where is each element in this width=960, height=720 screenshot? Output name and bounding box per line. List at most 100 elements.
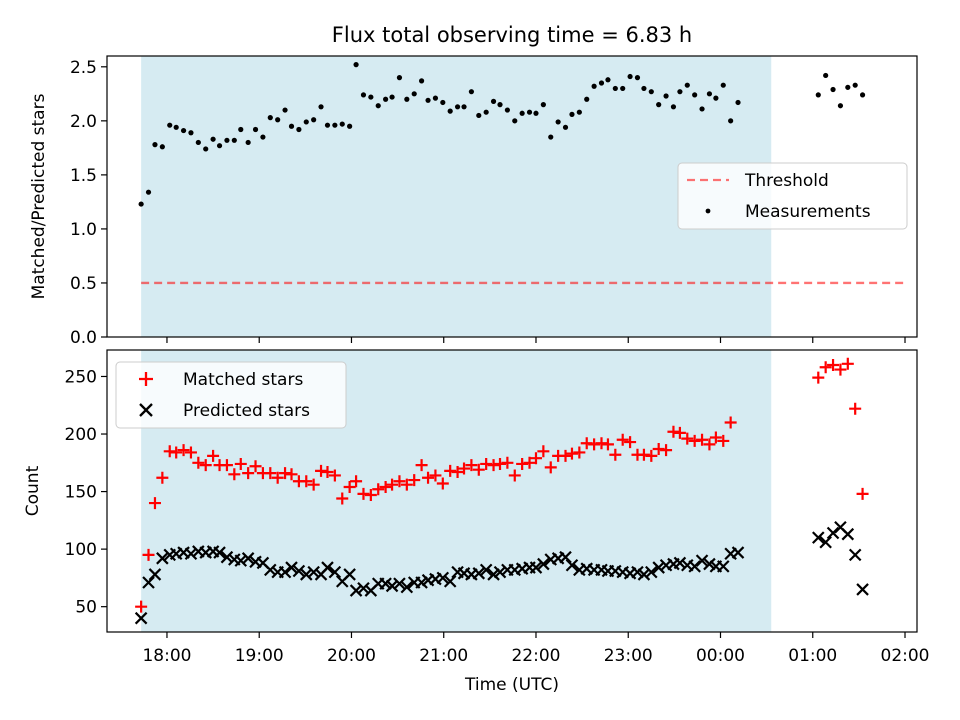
predicted-star-point xyxy=(652,561,665,574)
measurement-point xyxy=(859,92,866,98)
matched-star-point xyxy=(336,492,349,505)
measurement-point xyxy=(411,91,417,97)
measurement-point xyxy=(837,103,844,109)
matched-star-point xyxy=(271,471,284,484)
measurement-point xyxy=(311,117,317,123)
measurement-point xyxy=(699,106,705,112)
predicted-star-point xyxy=(148,568,162,581)
measurement-point xyxy=(605,77,611,83)
legend-matched-swatch xyxy=(139,372,153,386)
measurement-point xyxy=(238,126,244,133)
y-tick-label: 150 xyxy=(65,483,97,503)
matched-star-point xyxy=(559,449,572,462)
predicted-star-point xyxy=(234,554,248,567)
matched-star-point xyxy=(458,462,471,475)
matched-star-point xyxy=(170,446,183,459)
measurement-point xyxy=(318,104,324,110)
measurement-point xyxy=(152,142,158,148)
matched-star-point xyxy=(400,478,413,491)
predicted-star-point xyxy=(443,575,457,588)
measurement-point xyxy=(332,122,338,128)
legend-ratio-frame xyxy=(677,162,908,230)
matched-star-point xyxy=(422,471,435,484)
matched-star-point xyxy=(703,438,716,451)
predicted-star-point xyxy=(357,581,370,595)
matched-star-point xyxy=(487,459,500,472)
matched-star-point xyxy=(609,448,622,461)
measurement-point xyxy=(490,98,497,104)
measurement-point xyxy=(138,201,144,207)
measurement-point xyxy=(830,86,836,93)
matched-star-point xyxy=(451,466,464,479)
matched-star-point xyxy=(163,445,176,458)
measurement-point xyxy=(656,102,662,108)
measurement-point xyxy=(425,97,431,103)
matched-star-point xyxy=(580,437,593,450)
matched-star-point xyxy=(573,446,586,459)
matched-star-point xyxy=(372,483,385,496)
predicted-star-point xyxy=(856,583,869,596)
measurement-point xyxy=(468,89,475,95)
predicted-star-point xyxy=(559,550,572,564)
legend-predicted-swatch xyxy=(139,403,153,417)
matched-star-point xyxy=(234,457,247,470)
measurement-point xyxy=(548,134,554,140)
measurement-point xyxy=(620,85,626,92)
predicted-star-point xyxy=(826,526,840,540)
matched-star-point xyxy=(827,358,840,371)
x-tick-label: 19:00 xyxy=(235,646,284,666)
measurement-point xyxy=(360,92,367,98)
matched-star-point xyxy=(516,457,529,470)
matched-star-point xyxy=(177,444,190,457)
y-tick-label: 1.5 xyxy=(70,166,97,186)
measurement-point xyxy=(216,143,223,149)
matched-star-point xyxy=(242,467,255,480)
chart-title: Flux total observing time = 6.83 h xyxy=(332,23,692,47)
predicted-star-point xyxy=(264,563,277,577)
matched-star-point xyxy=(616,433,629,446)
measurement-point xyxy=(692,92,698,98)
predicted-star-point xyxy=(213,546,226,559)
measurement-point xyxy=(684,82,690,88)
y-tick-label: 2.5 xyxy=(70,58,97,78)
matched-star-point xyxy=(537,445,550,458)
measurement-point xyxy=(555,119,561,125)
measurement-point xyxy=(584,96,590,102)
matched-star-point xyxy=(849,402,862,415)
matched-star-point xyxy=(494,457,507,470)
legend-ratio: Threshold Measurements xyxy=(677,162,908,230)
measurement-point xyxy=(562,124,569,130)
measurement-point xyxy=(569,111,575,117)
x-tick-label: 21:00 xyxy=(419,646,468,666)
legend-count-frame xyxy=(115,361,347,429)
matched-star-point xyxy=(393,475,406,488)
predicted-star-point xyxy=(299,568,313,581)
y-tick-label: 1.0 xyxy=(70,220,97,240)
matched-star-point xyxy=(637,448,650,461)
measurement-point xyxy=(180,127,187,134)
matched-star-point xyxy=(523,456,536,469)
matched-star-point xyxy=(249,460,262,473)
measurement-point xyxy=(852,82,858,88)
predicted-star-point xyxy=(637,568,651,581)
matched-star-point xyxy=(588,438,601,451)
predicted-star-point xyxy=(156,552,169,565)
measurement-point xyxy=(670,104,677,110)
matched-star-point xyxy=(508,469,521,482)
x-tick-label: 01:00 xyxy=(788,646,837,666)
ratio-panel: 0.0 0.5 1.0 1.5 2.0 2.5 Matched/Predicted star… xyxy=(29,55,918,348)
matched-star-point xyxy=(386,478,399,491)
measurement-point xyxy=(173,124,179,130)
measurement-point xyxy=(383,96,389,102)
measurement-point xyxy=(461,104,467,110)
measurement-point xyxy=(612,85,618,92)
matched-star-point xyxy=(199,459,212,472)
measurement-point xyxy=(252,126,259,133)
matched-star-point xyxy=(220,459,233,472)
measurement-point xyxy=(347,123,353,129)
predicted-star-point xyxy=(479,563,493,577)
matched-star-point xyxy=(184,446,197,459)
matched-star-point xyxy=(285,468,298,481)
matched-star-point xyxy=(565,447,578,460)
